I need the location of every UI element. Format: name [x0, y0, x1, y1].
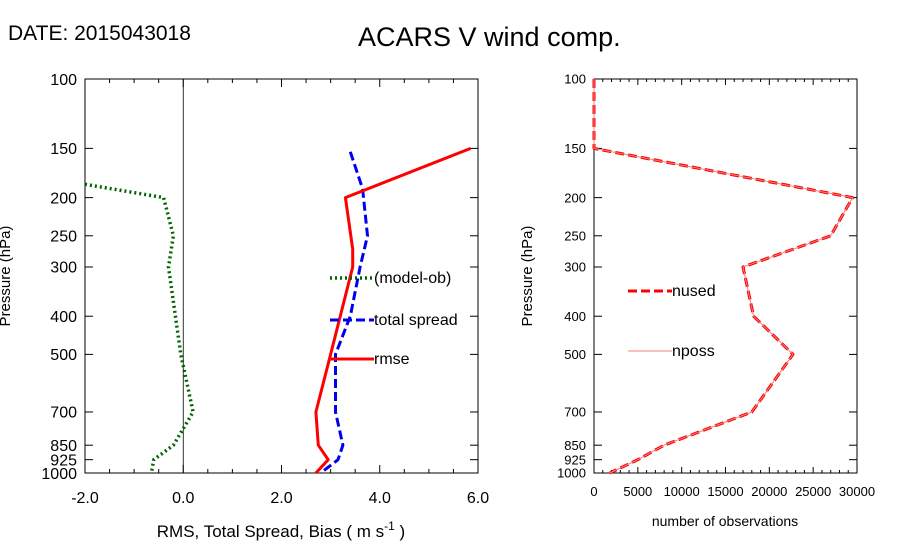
y-tick-label: 700 [564, 405, 586, 420]
series-line-nused [592, 79, 855, 475]
y-axis-label: Pressure (hPa) [0, 226, 14, 327]
x-axis-label: RMS, Total Spread, Bias ( m s-1 ) [157, 519, 405, 541]
legend-label: (model-ob) [374, 270, 451, 287]
x-tick-label: 20000 [751, 484, 787, 499]
x-tick-label: 6.0 [467, 490, 489, 507]
y-tick-label: 925 [564, 452, 586, 467]
y-tick-label: 850 [50, 438, 77, 455]
y-tick-label: 1000 [557, 466, 586, 481]
chart-title: ACARS V wind comp. [358, 22, 621, 52]
legend-label: total spread [374, 312, 458, 329]
y-tick-label: 200 [50, 190, 77, 207]
y-tick-label: 100 [564, 72, 586, 87]
legend-label: nused [672, 283, 716, 300]
y-tick-label: 150 [564, 141, 586, 156]
y-tick-label: 150 [50, 141, 77, 158]
y-tick-label: 400 [50, 309, 77, 326]
x-tick-label: 0 [590, 484, 597, 499]
date-label: DATE: 2015043018 [8, 22, 191, 45]
y-tick-label: 300 [564, 260, 586, 275]
legend-label: rmse [374, 351, 410, 368]
x-axis-label: number of observations [652, 513, 798, 529]
series-line-nposs [593, 79, 854, 474]
y-tick-label: 1000 [41, 466, 77, 483]
y-tick-label: 700 [50, 405, 77, 422]
x-tick-label: 4.0 [369, 490, 391, 507]
legend-label: nposs [672, 343, 715, 360]
y-tick-label: 300 [50, 260, 77, 277]
y-axis-label: Pressure (hPa) [519, 226, 536, 327]
y-tick-label: 850 [564, 438, 586, 453]
y-tick-label: 500 [50, 347, 77, 364]
y-tick-label: 100 [50, 72, 77, 89]
x-tick-label: 25000 [795, 484, 831, 499]
x-tick-label: -2.0 [71, 490, 99, 507]
y-tick-label: 500 [564, 347, 586, 362]
x-tick-label: 2.0 [270, 490, 292, 507]
y-tick-label: 400 [564, 309, 586, 324]
x-tick-label: 10000 [664, 484, 700, 499]
series-line-totalspread [319, 151, 369, 475]
plot-frame [593, 78, 858, 474]
y-tick-label: 250 [564, 228, 586, 243]
y-tick-label: 925 [50, 452, 77, 469]
y-tick-label: 200 [564, 190, 586, 205]
x-tick-label: 0.0 [172, 490, 194, 507]
x-tick-label: 5000 [623, 484, 652, 499]
y-tick-label: 250 [50, 229, 77, 246]
series-line-rmse [314, 147, 472, 475]
x-tick-label: 15000 [707, 484, 743, 499]
x-tick-label: 30000 [839, 484, 875, 499]
